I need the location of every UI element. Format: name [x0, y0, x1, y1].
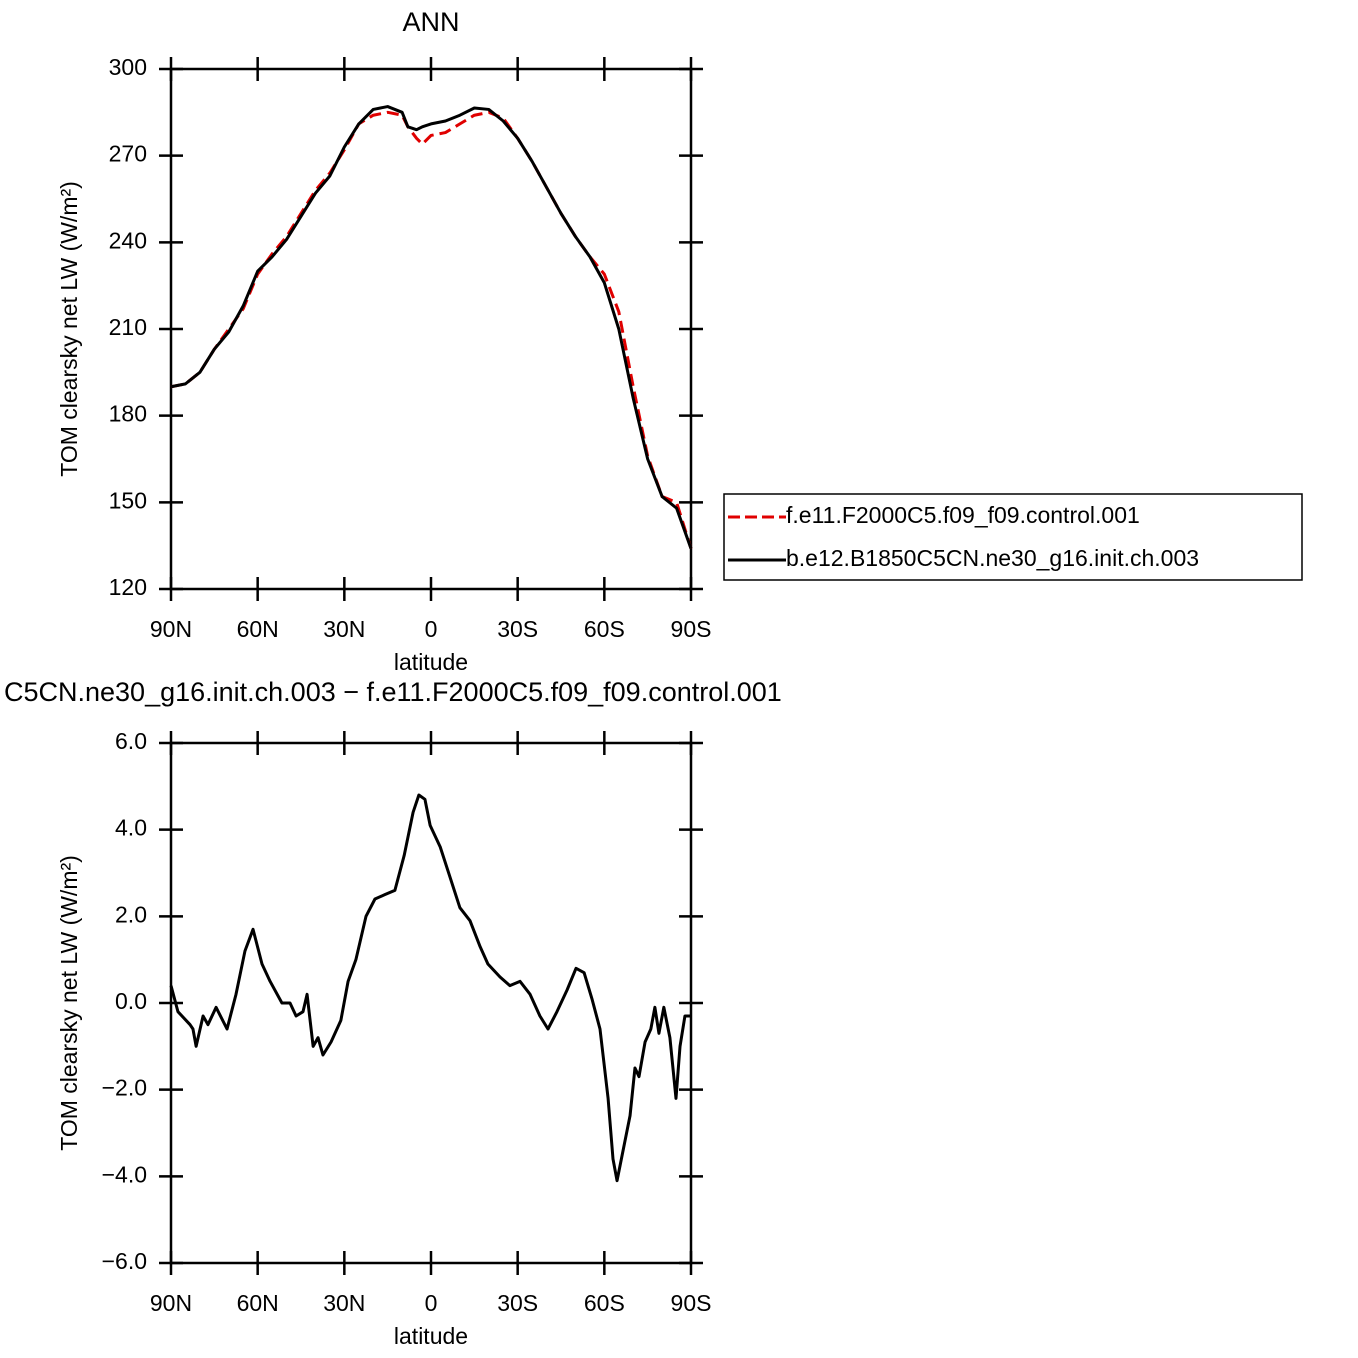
y-tick-label: 150 — [109, 487, 147, 513]
y-tick-label: 4.0 — [115, 815, 147, 841]
legend-label: b.e12.B1850C5CN.ne30_g16.init.ch.003 — [786, 545, 1199, 571]
x-tick-label: 90N — [150, 1290, 192, 1316]
plot-frame — [169, 741, 693, 1265]
y-tick-label: 6.0 — [115, 728, 147, 754]
x-tick-label: 90N — [150, 616, 192, 642]
y-tick-label: 240 — [109, 227, 147, 253]
x-tick-label: 0 — [425, 616, 438, 642]
y-tick-label: 2.0 — [115, 901, 147, 927]
x-tick-label: 60N — [237, 1290, 279, 1316]
x-tick-label: 30N — [323, 1290, 365, 1316]
legend-label: f.e11.F2000C5.f09_f09.control.001 — [786, 502, 1140, 528]
x-tick-label: 0 — [425, 1290, 438, 1316]
y-tick-label: −6.0 — [102, 1248, 147, 1274]
x-axis-label: latitude — [394, 1323, 468, 1349]
series-line — [170, 110, 693, 550]
y-tick-label: 300 — [109, 54, 147, 80]
x-tick-label: 30S — [497, 1290, 538, 1316]
y-tick-label: 210 — [109, 314, 147, 340]
y-tick-label: −4.0 — [102, 1161, 147, 1187]
y-tick-label: 0.0 — [115, 988, 147, 1014]
x-tick-label: 90S — [671, 616, 712, 642]
x-axis-label: latitude — [394, 649, 468, 675]
y-axis-label: TOM clearsky net LW (W/m²) — [56, 855, 82, 1151]
chart-title: C5CN.ne30_g16.init.ch.003 − f.e11.F2000C… — [4, 677, 782, 707]
plot-frame — [169, 67, 693, 591]
x-tick-label: 30N — [323, 616, 365, 642]
chart-title: ANN — [402, 7, 459, 37]
y-tick-label: 120 — [109, 574, 147, 600]
series-line — [169, 793, 691, 1183]
x-tick-label: 90S — [671, 1290, 712, 1316]
y-tick-label: 180 — [109, 401, 147, 427]
x-tick-label: 60S — [584, 1290, 625, 1316]
x-tick-label: 30S — [497, 616, 538, 642]
x-tick-label: 60S — [584, 616, 625, 642]
x-tick-label: 60N — [237, 616, 279, 642]
y-tick-label: −2.0 — [102, 1075, 147, 1101]
legend-box — [723, 493, 1303, 581]
y-axis-label: TOM clearsky net LW (W/m²) — [56, 181, 82, 477]
series-line — [170, 105, 693, 550]
y-tick-label: 270 — [109, 141, 147, 167]
